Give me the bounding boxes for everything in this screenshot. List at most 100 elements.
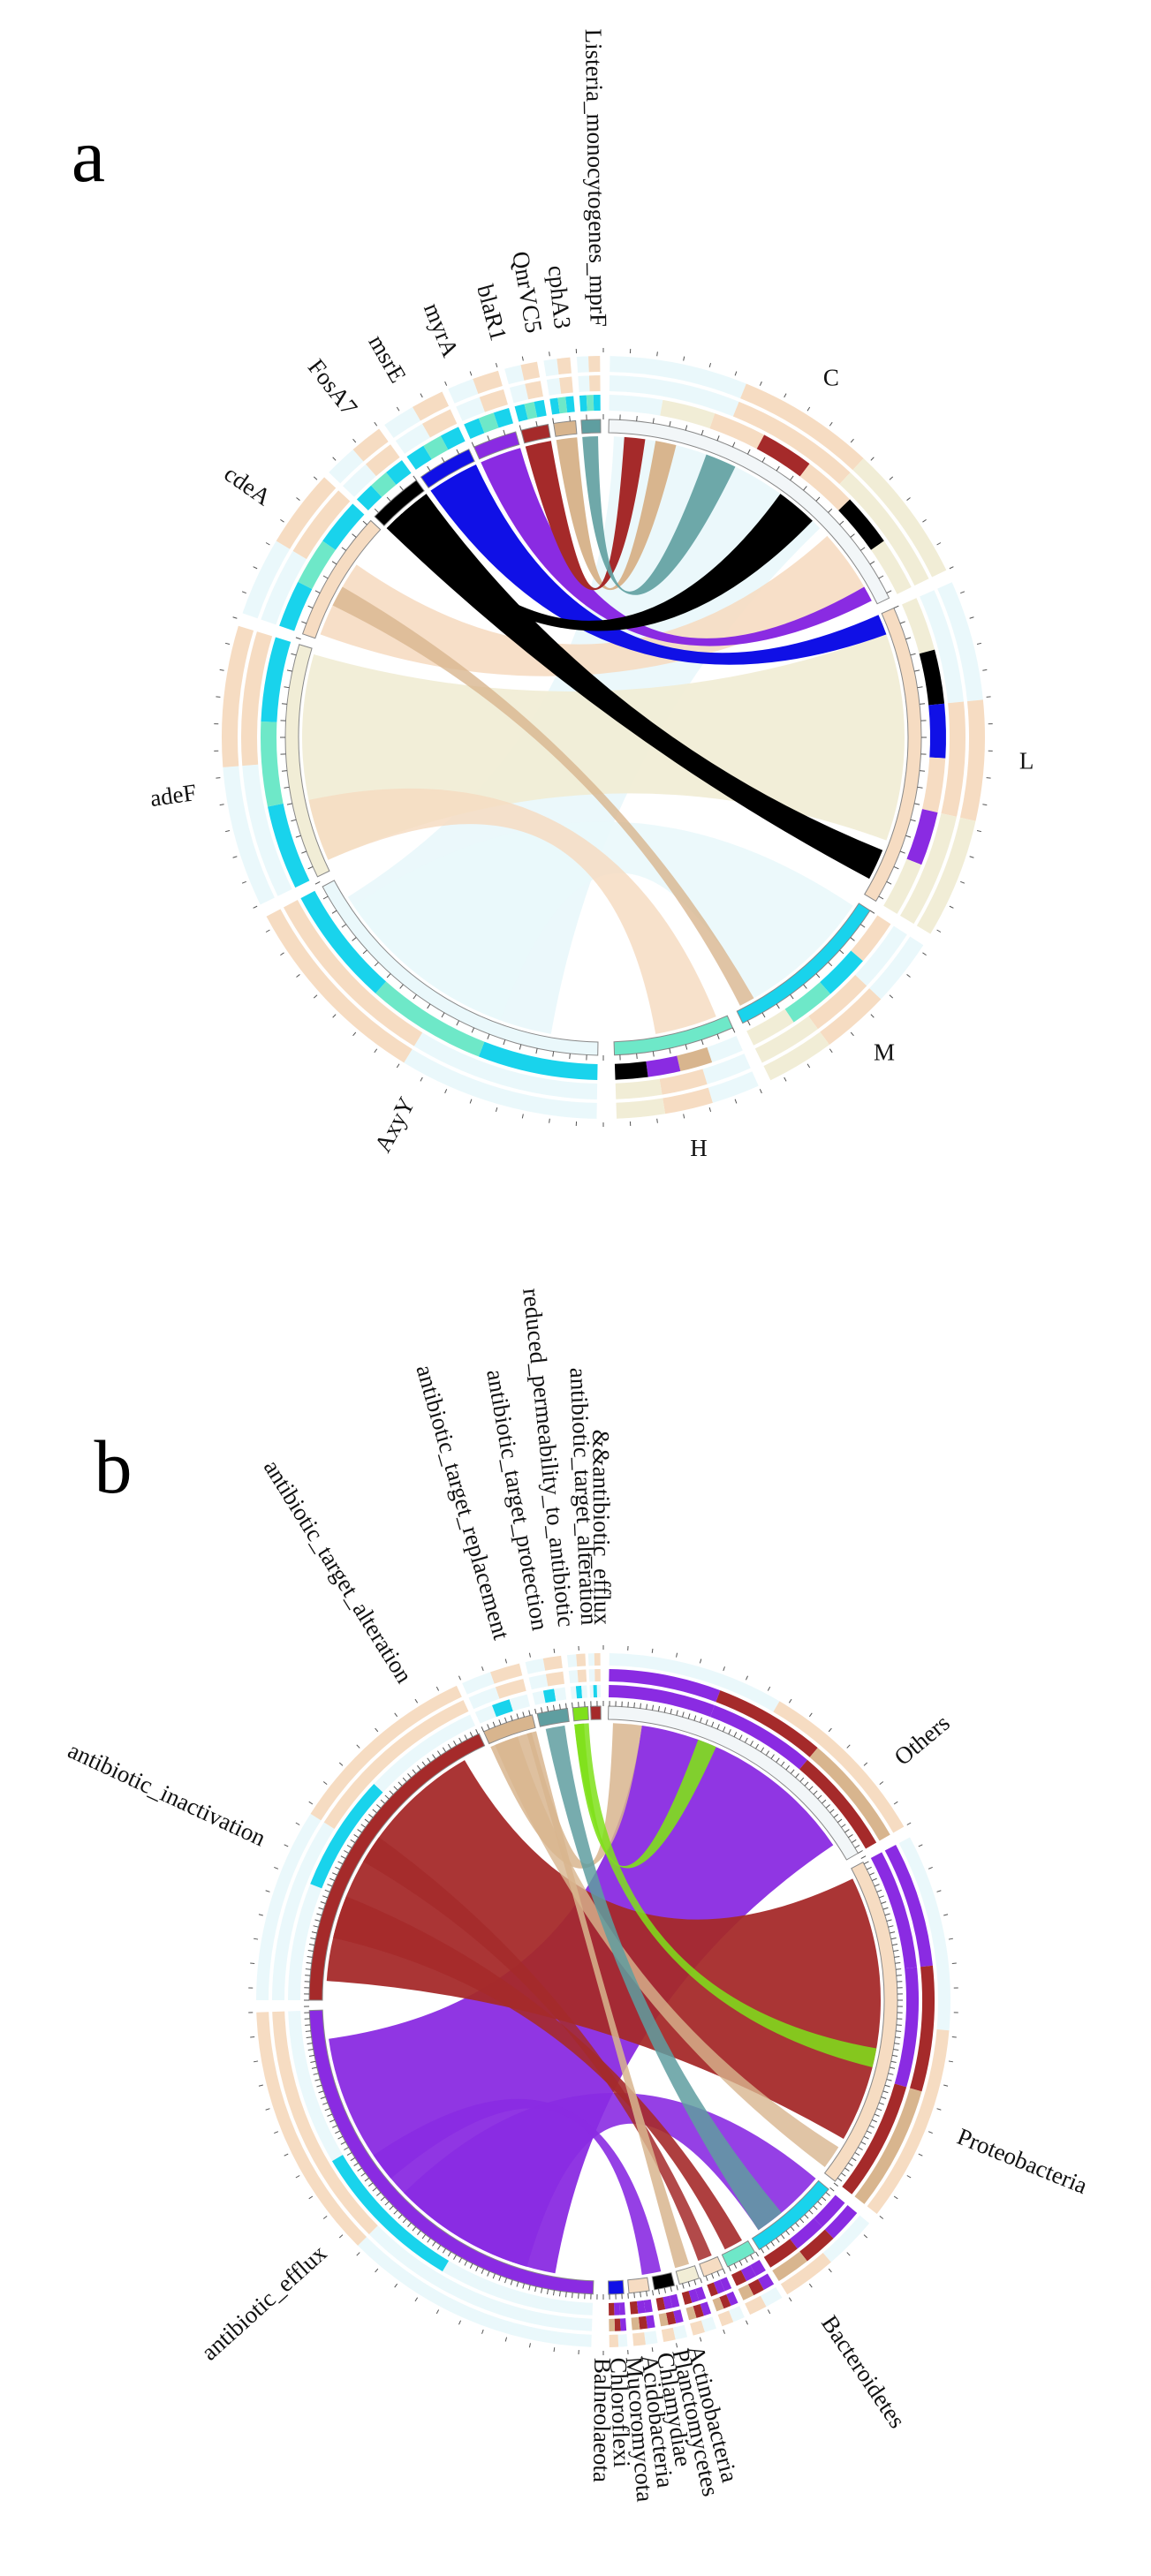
outer-tick xyxy=(677,1653,678,1658)
axis-tick xyxy=(766,2245,769,2249)
axis-tick xyxy=(894,2043,899,2044)
axis-tick xyxy=(897,2025,902,2026)
axis-tick xyxy=(634,1703,635,1708)
outer-tick xyxy=(339,2235,343,2238)
gene-label: AxyY xyxy=(369,1092,420,1156)
axis-tick xyxy=(319,2091,324,2093)
axis-tick xyxy=(287,804,292,805)
axis-tick xyxy=(566,1703,567,1709)
phylum-segment-chloroflexi xyxy=(609,2280,625,2294)
axis-tick xyxy=(805,1782,808,1786)
axis-tick xyxy=(472,442,473,447)
axis-tick xyxy=(511,1716,512,1721)
axis-tick xyxy=(830,1809,835,1813)
outer-tick xyxy=(216,778,220,779)
axis-tick xyxy=(566,2292,567,2297)
axis-tick xyxy=(368,1814,373,1817)
axis-tick xyxy=(342,925,346,928)
axis-tick xyxy=(761,2248,763,2253)
axis-tick xyxy=(791,994,794,999)
axis-tick xyxy=(848,1834,852,1837)
axis-tick xyxy=(796,1773,799,1778)
outer-tick xyxy=(723,2330,725,2334)
axis-tick xyxy=(701,1039,703,1045)
axis-tick xyxy=(315,591,320,593)
axis-tick xyxy=(653,1705,654,1711)
outer-tick xyxy=(652,2347,653,2352)
axis-tick xyxy=(896,2031,901,2032)
axis-tick xyxy=(844,2168,849,2171)
phylum-segment-chlamydiae xyxy=(676,2266,699,2285)
mechanism-label: antibiotic_efflux xyxy=(196,2240,332,2366)
outer-band xyxy=(677,1047,712,1071)
axis-tick xyxy=(488,1724,489,1729)
axis-tick xyxy=(900,622,905,623)
outer-tick xyxy=(657,1119,658,1123)
axis-tick xyxy=(332,1873,337,1876)
outer-tick xyxy=(907,1823,911,1825)
outer-tick xyxy=(950,906,953,908)
axis-tick xyxy=(519,1045,521,1050)
outer-band xyxy=(589,1669,595,1681)
outer-tick xyxy=(225,830,230,831)
outer-band xyxy=(579,395,587,411)
axis-tick xyxy=(417,2231,420,2235)
axis-tick xyxy=(385,1795,389,1799)
axis-tick xyxy=(776,2238,780,2242)
outer-tick xyxy=(922,519,926,522)
axis-tick xyxy=(535,2286,536,2292)
outer-tick xyxy=(684,357,685,361)
outer-tick xyxy=(871,457,874,461)
axis-tick xyxy=(428,466,430,471)
phylum-label: Balneolaeota xyxy=(588,2358,616,2482)
axis-tick xyxy=(310,2061,315,2062)
axis-tick xyxy=(403,1778,406,1781)
axis-tick xyxy=(373,2187,377,2191)
outer-band xyxy=(614,2303,620,2315)
axis-tick xyxy=(368,2183,373,2187)
mechanism-segment xyxy=(572,1706,588,1720)
axis-tick xyxy=(407,2223,411,2227)
gene-label: Listeria_monocytogenes_mprF xyxy=(580,28,612,327)
outer-tick xyxy=(723,1666,725,1671)
axis-tick xyxy=(358,1830,362,1832)
axis-tick xyxy=(861,1856,866,1859)
axis-tick xyxy=(717,2271,719,2277)
axis-tick xyxy=(394,1787,398,1790)
axis-tick xyxy=(844,1830,849,1832)
outer-tick xyxy=(280,953,284,956)
axis-tick xyxy=(700,1718,702,1723)
outer-band xyxy=(554,1688,566,1702)
axis-tick xyxy=(911,820,916,821)
axis-tick xyxy=(400,487,404,491)
axis-tick xyxy=(889,1926,894,1927)
axis-tick xyxy=(761,1748,763,1752)
outer-tick xyxy=(829,1049,832,1053)
outer-tick xyxy=(880,2216,883,2218)
axis-tick xyxy=(683,1711,685,1717)
outer-tick xyxy=(928,1867,933,1869)
axis-tick xyxy=(381,2197,384,2201)
axis-tick xyxy=(918,787,923,788)
outer-band xyxy=(576,1654,586,1667)
axis-tick xyxy=(877,1890,882,1892)
outer-tick xyxy=(216,697,220,698)
axis-tick xyxy=(347,1845,352,1847)
axis-tick xyxy=(341,2142,345,2144)
axis-tick xyxy=(717,1034,719,1039)
gene-label: cphA3 xyxy=(543,264,576,330)
outer-tick xyxy=(375,2269,378,2272)
outer-tick xyxy=(266,930,269,933)
axis-tick xyxy=(732,1028,734,1032)
axis-tick xyxy=(864,2136,868,2139)
axis-tick xyxy=(390,2206,393,2210)
outer-tick xyxy=(760,381,761,386)
axis-tick xyxy=(308,1950,314,1951)
mechanism-label: &&antibiotic_efflux xyxy=(587,1429,616,1625)
phylum-segment-mucoromycota xyxy=(628,2278,649,2293)
axis-tick xyxy=(826,2193,830,2196)
axis-tick xyxy=(314,2080,320,2081)
axis-tick xyxy=(504,1039,505,1045)
axis-tick xyxy=(894,866,898,868)
axis-tick xyxy=(701,430,703,435)
